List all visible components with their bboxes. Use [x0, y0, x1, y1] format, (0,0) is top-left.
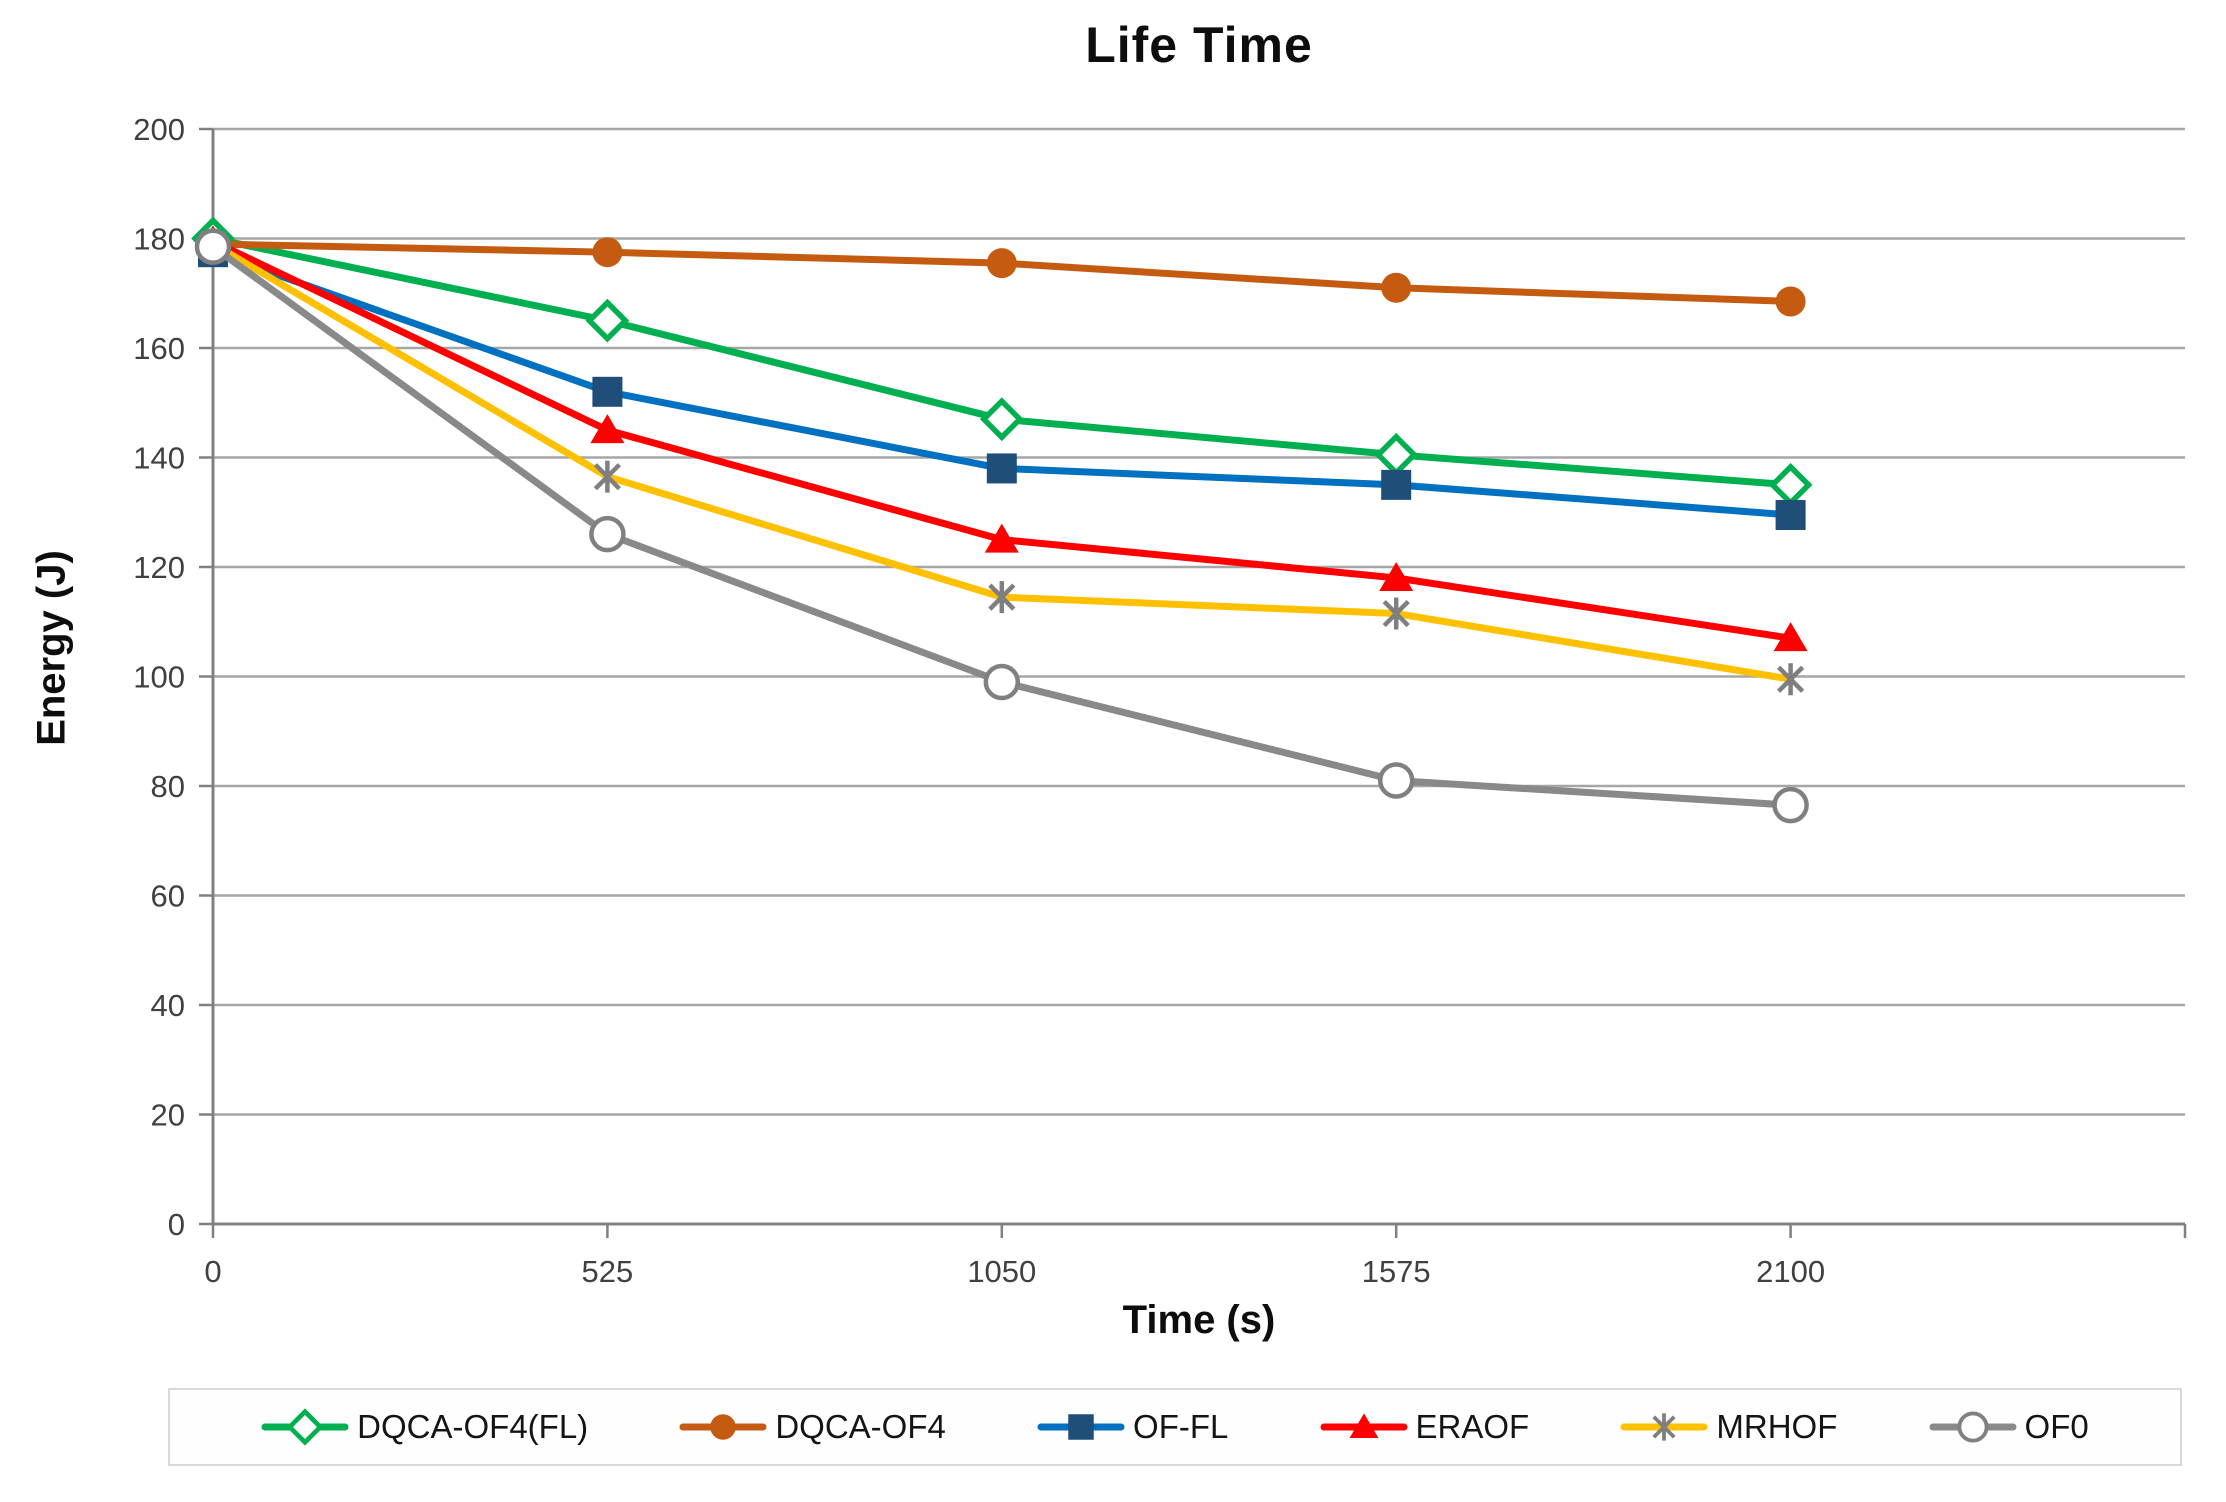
y-tick-label: 60	[151, 879, 185, 914]
marker-asterisk-icon	[988, 583, 1016, 611]
marker-circle-filled-icon	[592, 237, 623, 268]
marker-circle-open-icon	[589, 515, 626, 553]
y-tick-label: 20	[151, 1098, 185, 1133]
y-tick-label: 120	[133, 550, 185, 585]
marker-circle-open-icon	[983, 663, 1021, 701]
marker-diamond-open-icon	[585, 298, 630, 343]
x-tick-label: 2100	[1756, 1254, 1825, 1289]
marker-square-filled-icon	[592, 376, 623, 407]
legend-item-label: DQCA-OF4	[775, 1408, 946, 1445]
marker-square-filled-icon	[1381, 469, 1412, 500]
legend-item-label: OF-FL	[1133, 1408, 1229, 1445]
legend-item-dqca-of4: DQCA-OF4	[679, 1405, 946, 1449]
marker-circle-filled-icon	[986, 248, 1017, 279]
legend-item-eraof: ERAOF	[1320, 1405, 1530, 1449]
y-tick-label: 160	[133, 331, 185, 366]
legend-triangle-filled-icon	[1320, 1413, 1408, 1439]
x-tick-label: 1575	[1362, 1254, 1431, 1289]
marker-circle-open-icon	[1377, 762, 1415, 799]
y-tick-label: 200	[133, 112, 185, 147]
marker-diamond-open-icon	[1374, 432, 1419, 477]
marker-square-filled-icon	[1775, 499, 1806, 530]
marker-diamond-open-icon	[979, 397, 1024, 442]
marker-square-filled-icon	[1068, 1414, 1094, 1440]
legend-item-label: OF0	[2024, 1408, 2089, 1445]
y-tick-label: 100	[133, 660, 185, 695]
legend-item-dqca-of4-fl: DQCA-OF4(FL)	[261, 1405, 588, 1449]
marker-asterisk-icon	[1652, 1415, 1676, 1439]
marker-asterisk-icon	[1382, 599, 1410, 628]
marker-diamond-open-icon	[286, 1408, 324, 1446]
y-tick-label: 80	[151, 769, 185, 804]
y-tick-label: 140	[133, 441, 185, 476]
marker-circle-filled-icon	[710, 1414, 737, 1440]
marker-diamond-open-icon	[1768, 462, 1813, 507]
y-tick-label: 180	[133, 222, 185, 257]
marker-triangle-filled-icon	[1773, 622, 1808, 652]
marker-asterisk-icon	[593, 463, 621, 491]
x-tick-label: 525	[582, 1254, 634, 1289]
legend-circle-open-icon	[1929, 1411, 2017, 1443]
chart-title: Life Time	[1085, 17, 1313, 73]
marker-triangle-filled-icon	[1349, 1413, 1378, 1439]
legend-item-mrhof: MRHOF	[1620, 1405, 1837, 1449]
legend-circle-filled-icon	[679, 1414, 767, 1440]
legend-item-of-fl: OF-FL	[1037, 1405, 1228, 1449]
marker-triangle-filled-icon	[1379, 561, 1414, 591]
x-axis-title: Time (s)	[1122, 1298, 1276, 1342]
legend-square-filled-icon	[1037, 1414, 1125, 1440]
marker-circle-open-icon	[194, 228, 232, 265]
marker-circle-open-icon	[1957, 1411, 1989, 1443]
marker-triangle-filled-icon	[984, 523, 1019, 553]
legend-item-label: MRHOF	[1716, 1408, 1838, 1445]
chart-legend: DQCA-OF4(FL) DQCA-OF4 OF-FL ERAOF MRHOF OF0	[168, 1388, 2182, 1466]
legend-item-of0: OF0	[1929, 1405, 2089, 1449]
marker-square-filled-icon	[986, 453, 1017, 484]
legend-item-label: ERAOF	[1415, 1408, 1530, 1445]
marker-circle-filled-icon	[1381, 272, 1412, 303]
x-tick-label: 1050	[967, 1254, 1036, 1289]
x-tick-label: 0	[204, 1254, 221, 1289]
marker-circle-filled-icon	[1775, 286, 1806, 317]
y-tick-label: 40	[151, 988, 185, 1023]
legend-item-label: DQCA-OF4(FL)	[357, 1408, 589, 1445]
legend-diamond-open-icon	[261, 1408, 349, 1446]
marker-asterisk-icon	[1777, 665, 1805, 693]
marker-circle-open-icon	[1772, 786, 1809, 824]
marker-triangle-filled-icon	[590, 414, 625, 444]
legend-asterisk-icon	[1620, 1413, 1708, 1441]
y-tick-label: 0	[168, 1207, 185, 1242]
